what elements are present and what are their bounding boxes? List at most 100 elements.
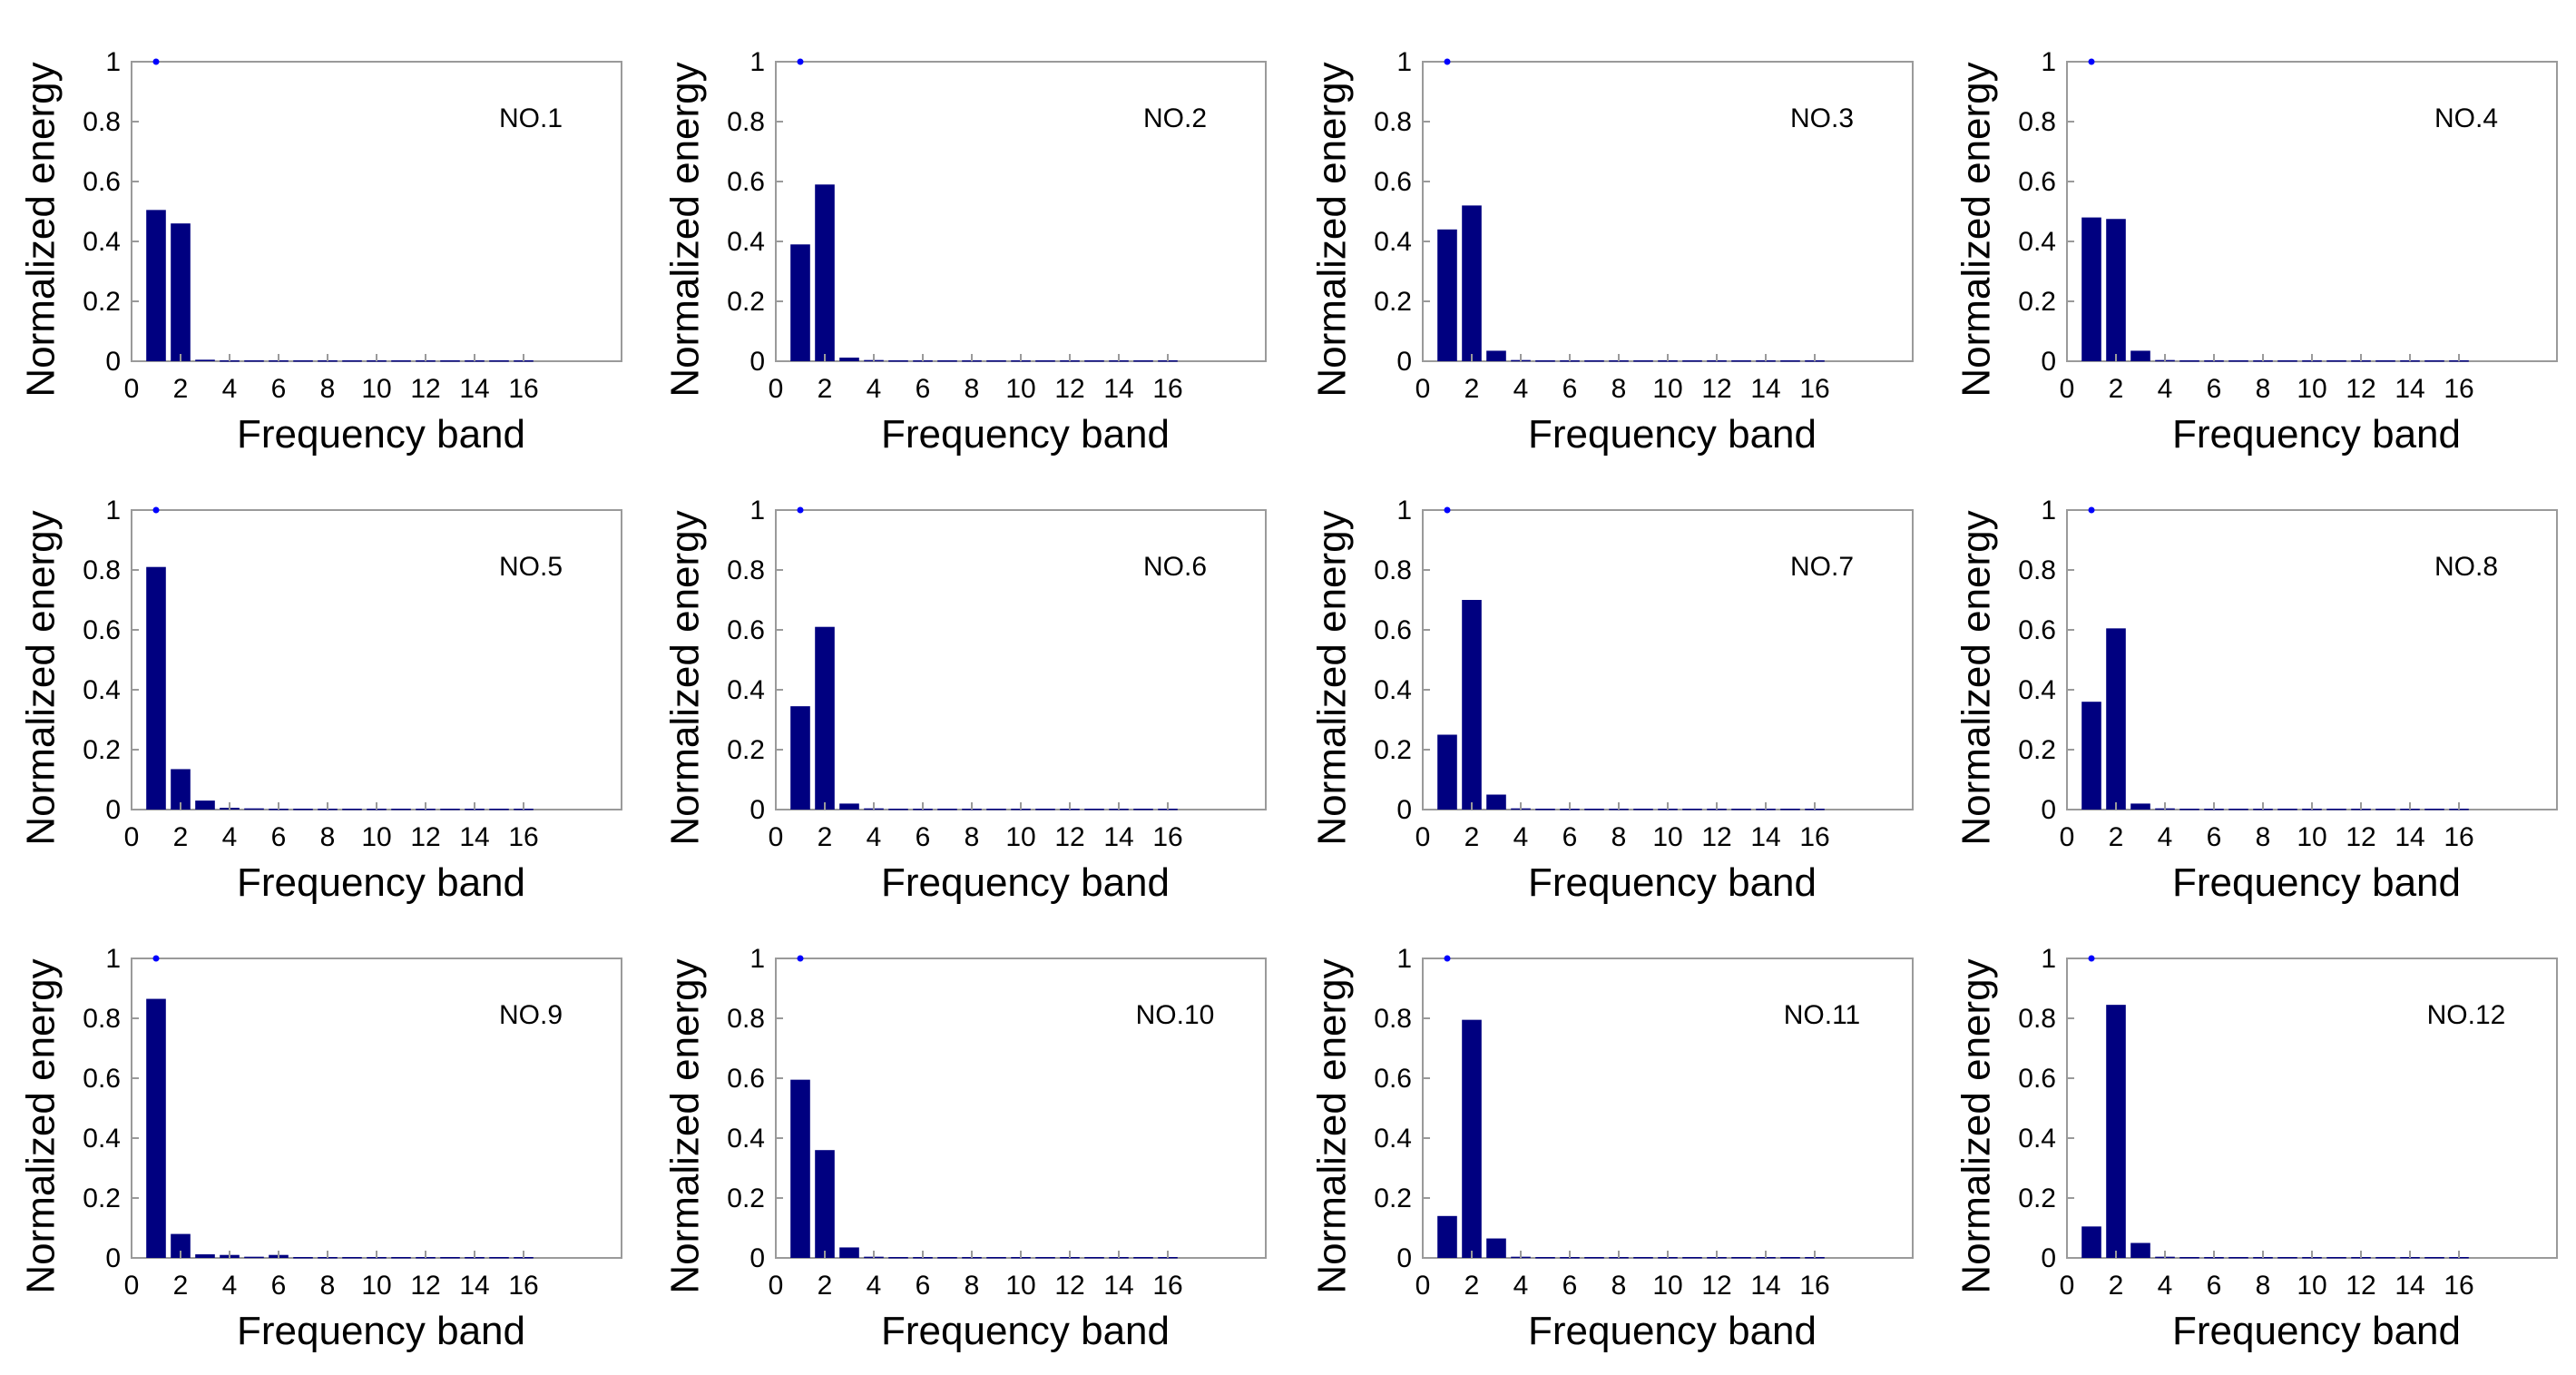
bar bbox=[2375, 809, 2395, 810]
y-tick-label: 0.8 bbox=[83, 107, 121, 137]
bar bbox=[1780, 360, 1800, 362]
x-tick-label: 0 bbox=[2060, 822, 2075, 852]
bar bbox=[888, 1257, 908, 1259]
y-tick-label: 0.2 bbox=[83, 735, 121, 765]
x-tick-label: 8 bbox=[1611, 822, 1627, 852]
y-tick-label: 1 bbox=[105, 496, 121, 525]
x-tick-label: 10 bbox=[2297, 1271, 2326, 1301]
y-tick-label: 0.2 bbox=[2018, 735, 2056, 765]
bar bbox=[1133, 360, 1153, 362]
panel-8: 0 2 4 6 8 10 12 14 16 0 0.2 0.4 0.6 0.8 1 NO.8 Frequency… bbox=[1954, 496, 2558, 905]
x-tick-label: 4 bbox=[2158, 822, 2173, 852]
y-tick-label: 1 bbox=[105, 47, 121, 77]
y-tick-label: 0.2 bbox=[83, 287, 121, 317]
bar bbox=[293, 360, 313, 362]
bar bbox=[440, 360, 460, 362]
x-tick-label: 4 bbox=[1513, 822, 1529, 852]
x-axis-label: Frequency band bbox=[1528, 412, 1817, 457]
x-axis-label: Frequency band bbox=[2172, 860, 2461, 905]
x-axis-label: Frequency band bbox=[1528, 1309, 1817, 1353]
bar bbox=[2375, 1257, 2395, 1259]
y-tick-label: 0.4 bbox=[1374, 227, 1412, 257]
bar bbox=[1535, 809, 1555, 810]
x-axis-label: Frequency band bbox=[881, 860, 1170, 905]
x-tick-label: 0 bbox=[1415, 822, 1431, 852]
x-tick-label: 14 bbox=[1750, 1271, 1780, 1301]
bar bbox=[244, 808, 264, 810]
x-tick-label: 0 bbox=[769, 822, 784, 852]
bar bbox=[2106, 628, 2126, 810]
bar bbox=[1584, 360, 1604, 362]
bar bbox=[2424, 809, 2444, 810]
x-tick-label: 4 bbox=[2158, 1271, 2173, 1301]
bar bbox=[937, 809, 957, 810]
y-tick-label: 1 bbox=[749, 47, 765, 77]
bar bbox=[1462, 1019, 1482, 1258]
panel-title: NO.1 bbox=[499, 103, 563, 133]
y-tick-label: 0.4 bbox=[2018, 1124, 2056, 1154]
bar bbox=[1633, 1257, 1653, 1259]
bar bbox=[1084, 809, 1104, 810]
bar bbox=[244, 360, 264, 362]
bar bbox=[2081, 217, 2101, 361]
marker-dot bbox=[2088, 955, 2095, 962]
x-tick-label: 8 bbox=[2256, 374, 2271, 404]
y-tick-label: 1 bbox=[1396, 496, 1412, 525]
x-tick-label: 10 bbox=[2297, 822, 2326, 852]
bar bbox=[2106, 1005, 2126, 1258]
marker-dot bbox=[152, 58, 160, 65]
x-tick-label: 0 bbox=[769, 374, 784, 404]
bar bbox=[815, 1150, 835, 1258]
x-tick-label: 2 bbox=[818, 1271, 833, 1301]
x-tick-label: 16 bbox=[1799, 822, 1829, 852]
panel-title: NO.12 bbox=[2427, 1000, 2506, 1030]
panel-9: 0 2 4 6 8 10 12 14 16 0 0.2 0.4 0.6 0.8 1 NO.9 Frequency… bbox=[19, 944, 622, 1353]
bar bbox=[1462, 205, 1482, 361]
bar bbox=[2326, 1257, 2346, 1259]
y-tick-label: 0.6 bbox=[2018, 615, 2056, 645]
bar bbox=[171, 1233, 191, 1258]
y-tick-label: 1 bbox=[2041, 944, 2056, 974]
x-tick-label: 12 bbox=[2346, 1271, 2375, 1301]
y-axis-label: Normalized energy bbox=[1954, 958, 1999, 1293]
y-tick-label: 0 bbox=[749, 347, 765, 377]
x-tick-label: 10 bbox=[1005, 822, 1035, 852]
x-tick-label: 4 bbox=[867, 374, 882, 404]
panel-12: 0 2 4 6 8 10 12 14 16 0 0.2 0.4 0.6 0.8 1 NO.12 Frequenc… bbox=[1954, 944, 2558, 1353]
x-tick-label: 12 bbox=[1701, 374, 1731, 404]
x-tick-label: 10 bbox=[1652, 822, 1682, 852]
y-tick-label: 0.4 bbox=[727, 675, 765, 705]
x-axis-label: Frequency band bbox=[237, 1309, 525, 1353]
bar bbox=[293, 809, 313, 810]
x-tick-label: 16 bbox=[508, 1271, 538, 1301]
x-tick-label: 6 bbox=[2207, 822, 2222, 852]
bar bbox=[839, 803, 859, 810]
y-tick-label: 1 bbox=[1396, 944, 1412, 974]
x-tick-label: 2 bbox=[1464, 822, 1480, 852]
x-tick-label: 12 bbox=[1054, 374, 1084, 404]
panel-title: NO.10 bbox=[1136, 1000, 1215, 1030]
x-tick-label: 6 bbox=[916, 822, 931, 852]
marker-dot bbox=[1444, 955, 1451, 962]
bar bbox=[815, 184, 835, 361]
y-axis-label: Normalized energy bbox=[1310, 62, 1355, 397]
y-tick-label: 0.6 bbox=[2018, 167, 2056, 197]
x-tick-label: 4 bbox=[1513, 1271, 1529, 1301]
bar bbox=[2179, 809, 2199, 810]
x-tick-label: 8 bbox=[965, 1271, 980, 1301]
bar bbox=[1535, 360, 1555, 362]
panel-title: NO.3 bbox=[1790, 103, 1854, 133]
x-tick-label: 4 bbox=[1513, 374, 1529, 404]
bar bbox=[986, 809, 1006, 810]
bar bbox=[1084, 1257, 1104, 1259]
x-tick-label: 6 bbox=[916, 1271, 931, 1301]
x-tick-label: 14 bbox=[2395, 822, 2424, 852]
bar bbox=[1731, 809, 1751, 810]
x-tick-label: 10 bbox=[1005, 1271, 1035, 1301]
bar bbox=[1437, 734, 1457, 810]
bar bbox=[146, 210, 166, 361]
bar bbox=[1133, 809, 1153, 810]
x-tick-label: 0 bbox=[124, 374, 140, 404]
y-tick-label: 0.8 bbox=[1374, 1004, 1412, 1034]
y-tick-label: 0 bbox=[749, 795, 765, 825]
